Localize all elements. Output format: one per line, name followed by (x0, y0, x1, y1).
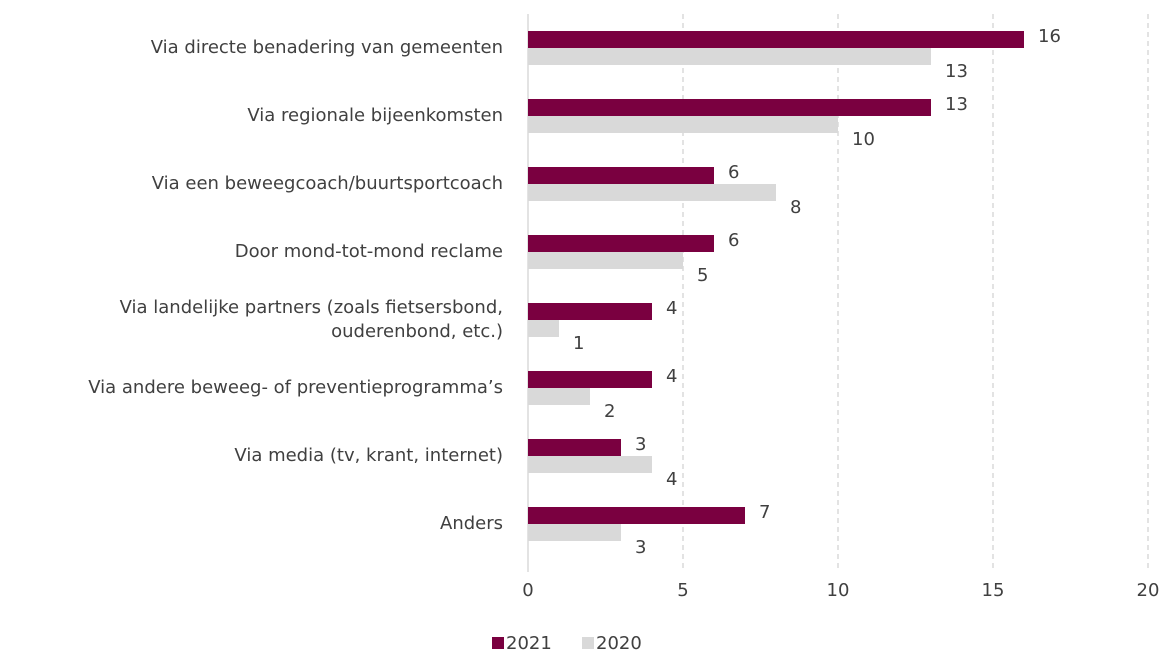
value-label: 13 (945, 94, 968, 115)
legend-label: 2020 (596, 633, 642, 652)
category-label: Door mond-tot-mond reclame (234, 241, 503, 262)
bar (528, 388, 590, 405)
value-label: 4 (666, 298, 677, 319)
category-label: Via landelijke partners (zoals fietsersb… (119, 297, 503, 342)
value-label: 6 (728, 230, 739, 251)
bar (528, 507, 745, 524)
category-label: Via directe benadering van gemeenten (150, 37, 503, 58)
x-tick-label: 10 (827, 580, 850, 601)
bar (528, 456, 652, 473)
bar (528, 320, 559, 337)
bar (528, 31, 1024, 48)
value-label: 16 (1038, 26, 1061, 47)
value-label: 5 (697, 265, 708, 286)
value-label: 1 (573, 333, 584, 354)
category-label: Via media (tv, krant, internet) (234, 445, 503, 466)
x-tick-label: 15 (982, 580, 1005, 601)
bar (528, 116, 838, 133)
bar (528, 167, 714, 184)
value-label: 6 (728, 162, 739, 183)
value-label: 2 (604, 401, 615, 422)
value-label: 3 (635, 434, 646, 455)
bar (528, 235, 714, 252)
value-label: 7 (759, 502, 770, 523)
bar (528, 48, 931, 65)
bar (528, 252, 683, 269)
value-label: 10 (852, 129, 875, 150)
category-label: Via een beweegcoach/buurtsportcoach (151, 173, 503, 194)
bar (528, 184, 776, 201)
x-tick-label: 5 (677, 580, 688, 601)
x-tick-label: 0 (522, 580, 533, 601)
legend-label: 2021 (506, 633, 552, 652)
bar (528, 439, 621, 456)
category-label: Via andere beweeg- of preventieprogramma… (88, 377, 503, 398)
value-label: 4 (666, 469, 677, 490)
bar (528, 524, 621, 541)
bar (528, 303, 652, 320)
value-label: 8 (790, 197, 801, 218)
x-tick-label: 20 (1137, 580, 1160, 601)
legend-swatch (582, 637, 594, 649)
category-label: Via regionale bijeenkomsten (247, 105, 503, 126)
value-label: 3 (635, 537, 646, 558)
bar (528, 99, 931, 116)
category-label: Anders (440, 513, 503, 534)
value-label: 4 (666, 366, 677, 387)
legend-swatch (492, 637, 504, 649)
bar (528, 371, 652, 388)
value-label: 13 (945, 61, 968, 82)
